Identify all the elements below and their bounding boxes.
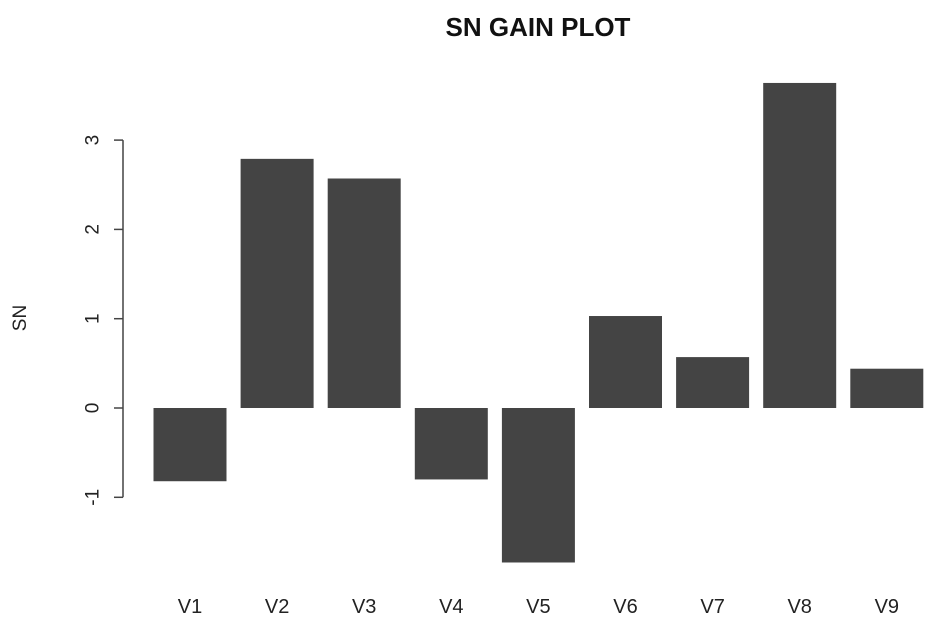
chart-title: SN GAIN PLOT [446,12,631,42]
y-tick-label: 3 [83,135,104,146]
y-axis: -1 0 1 2 3 [83,135,124,506]
bar-v8 [763,82,837,408]
bar-v1 [153,408,227,482]
y-tick-label: 2 [83,224,104,235]
bars-group [153,82,924,563]
category-label-v6: V6 [613,596,637,618]
bar-v5 [501,408,575,563]
bar-v2 [240,158,314,408]
bar-v3 [327,178,401,408]
category-label-v9: V9 [875,596,899,618]
bar-v6 [589,316,662,408]
category-label-v4: V4 [439,596,463,618]
category-label-v2: V2 [265,596,289,618]
y-tick-label: 1 [83,313,104,324]
y-tick-label: -1 [83,489,104,506]
category-label-v1: V1 [178,596,202,618]
bar-v4 [414,408,488,480]
category-label-v5: V5 [526,596,550,618]
category-label-v7: V7 [700,596,724,618]
bar-v9 [850,368,924,408]
category-labels-group: V1 V2 V3 V4 V5 V6 V7 V8 V9 [178,596,899,618]
y-axis-label: SN [10,305,31,331]
category-label-v8: V8 [787,596,811,618]
bar-v7 [676,357,750,408]
y-tick-label: 0 [83,403,104,414]
category-label-v3: V3 [352,596,376,618]
